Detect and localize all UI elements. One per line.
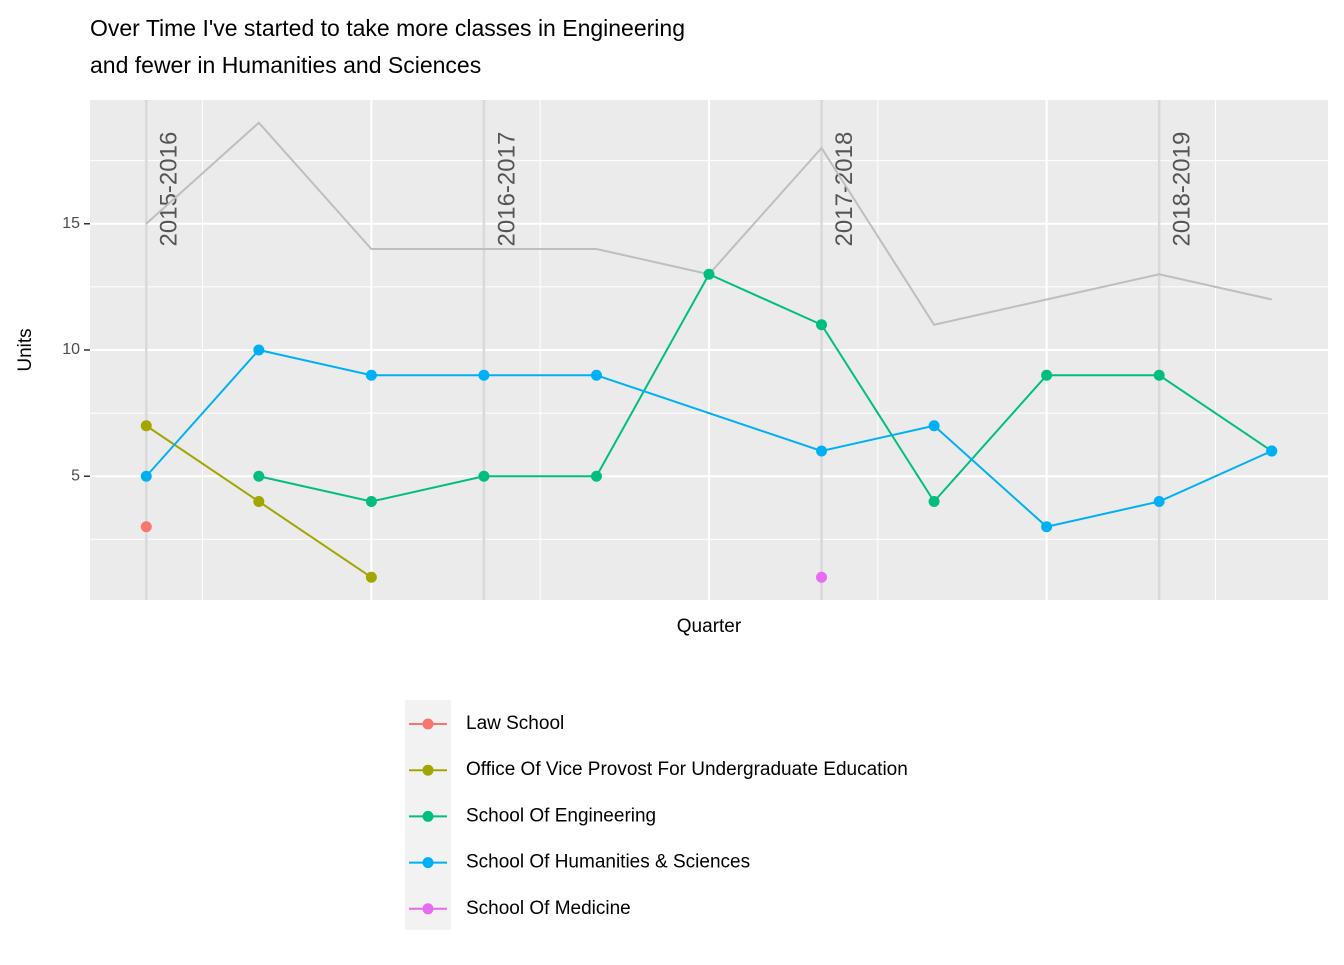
point <box>1041 369 1053 381</box>
legend-label: Law School <box>466 713 564 734</box>
y-tick-label: 10 <box>62 341 80 358</box>
point <box>1153 496 1165 508</box>
point <box>478 369 490 381</box>
year-label: 2015-2016 <box>156 132 183 247</box>
point <box>253 496 265 508</box>
point <box>1153 369 1165 381</box>
legend-key-point <box>422 764 434 776</box>
legend-label: School Of Medicine <box>466 898 631 919</box>
point <box>816 571 828 583</box>
chart-title: Over Time I've started to take more clas… <box>90 15 685 41</box>
legend-label: Office Of Vice Provost For Undergraduate… <box>466 759 908 780</box>
y-axis-label: Units <box>15 328 36 371</box>
x-axis-label: Quarter <box>677 616 742 637</box>
point <box>816 445 828 457</box>
y-tick-label: 15 <box>62 215 80 232</box>
point <box>928 420 940 432</box>
point <box>140 420 152 432</box>
point <box>1041 521 1053 533</box>
year-label: 2018-2019 <box>1169 132 1196 247</box>
series-line <box>258 272 1273 504</box>
point <box>590 369 602 381</box>
point <box>140 470 152 482</box>
legend-key-point <box>422 857 434 869</box>
point <box>365 571 377 583</box>
point <box>365 496 377 508</box>
point <box>253 470 265 482</box>
point <box>816 319 828 331</box>
point <box>1266 445 1278 457</box>
point <box>703 268 715 280</box>
legend-key-point <box>422 903 434 915</box>
chart-title: and fewer in Humanities and Sciences <box>90 52 481 78</box>
point <box>928 496 940 508</box>
y-tick-label: 5 <box>71 467 80 484</box>
legend-label: School Of Engineering <box>466 805 656 826</box>
year-label: 2017-2018 <box>831 132 858 247</box>
legend-key-point <box>422 718 434 730</box>
point <box>478 470 490 482</box>
legend-label: School Of Humanities & Sciences <box>466 852 750 873</box>
point <box>253 344 265 356</box>
series-line <box>145 348 1273 528</box>
point <box>365 369 377 381</box>
legend-key-point <box>422 810 434 822</box>
point <box>590 470 602 482</box>
year-label: 2016-2017 <box>493 132 520 247</box>
point <box>140 521 152 533</box>
